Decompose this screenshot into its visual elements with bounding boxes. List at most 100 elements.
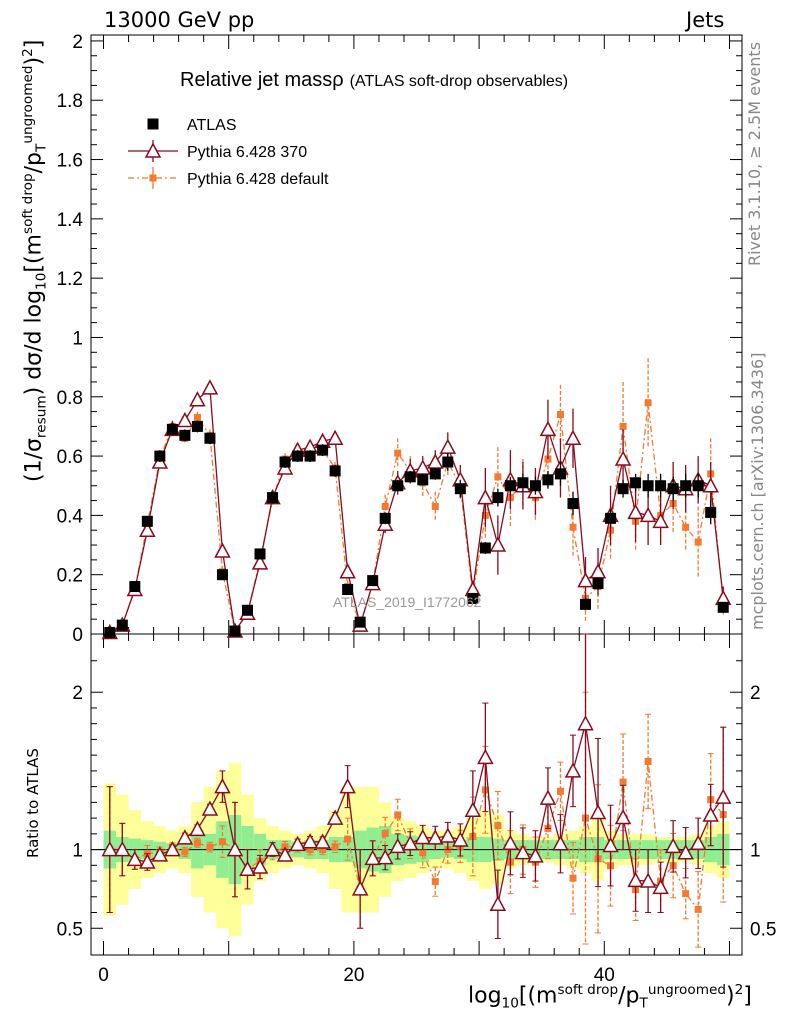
legend-marker xyxy=(147,118,159,130)
ratio-data-point xyxy=(619,778,627,786)
legend-label: Pythia 6.428 default xyxy=(187,171,329,188)
ratio-plot-frame: 0 20 40 0.5 0.5 1 1 2 2 xyxy=(57,633,776,986)
ratio-data-point xyxy=(714,788,732,804)
atlas-data-point xyxy=(154,450,166,462)
mc-data-point xyxy=(176,411,194,428)
atlas-data-point xyxy=(680,480,692,492)
mc-data-point xyxy=(189,391,206,407)
mc-data-point xyxy=(627,503,644,520)
rivet-label: Rivet 3.1.10, ≥ 2.5M events xyxy=(745,41,764,266)
atlas-data-point xyxy=(379,512,391,524)
ratio-data-point xyxy=(301,833,319,849)
y-tick-label: 1.6 xyxy=(57,151,83,172)
atlas-data-point xyxy=(292,450,304,462)
atlas-data-point xyxy=(580,598,592,610)
atlas-data-point xyxy=(667,483,679,495)
mc-data-point xyxy=(494,473,502,481)
atlas-data-point xyxy=(655,480,667,492)
atlas-data-point xyxy=(705,506,717,518)
atlas-data-point xyxy=(191,420,203,432)
ratio-data-point xyxy=(639,872,657,888)
ratio-data-point xyxy=(276,846,294,862)
legend: ATLAS Pythia 6.428 370 Pythia 6.428 defaul… xyxy=(128,117,329,189)
atlas-data-point xyxy=(241,604,253,616)
ratio-data-point xyxy=(552,835,569,851)
mc-data-point xyxy=(339,563,356,579)
ratio-data-point xyxy=(376,849,394,865)
energy-label: 13000 GeV pp xyxy=(104,8,255,32)
ratio-tick-label: 1 xyxy=(72,841,83,862)
ratio-data-point xyxy=(689,834,707,851)
mc-data-point xyxy=(556,411,564,419)
atlas-data-point xyxy=(204,432,216,444)
atlas-data-point xyxy=(354,616,366,628)
mc-data-point xyxy=(193,414,201,422)
atlas-data-point xyxy=(529,480,541,492)
series-line xyxy=(109,402,724,634)
ratio-data-point xyxy=(114,840,131,857)
atlas-data-point xyxy=(179,429,191,441)
mcplots-label: mcplots.cern.ch [arXiv:1306.3436] xyxy=(748,352,767,630)
ratio-data-point xyxy=(614,808,632,825)
atlas-data-point xyxy=(630,477,642,489)
y-tick-label: 0.2 xyxy=(57,566,83,587)
main-plot-frame: 0 0.2 0.4 0.6 0.8 1 1.2 1.4 1.6 1.8 2 xyxy=(57,32,743,646)
atlas-data-point xyxy=(254,548,266,560)
ratio-data-point xyxy=(602,836,619,853)
ratio-tick-label-right: 2 xyxy=(750,683,761,704)
y-tick-label: 2 xyxy=(72,32,83,53)
ratio-data-point xyxy=(101,840,119,857)
atlas-data-point xyxy=(104,627,116,639)
x-tick-label: 40 xyxy=(594,965,615,986)
atlas-data-point xyxy=(504,480,516,492)
y-tick-label: 1.4 xyxy=(57,210,84,231)
ratio-data-point xyxy=(627,871,644,888)
atlas-data-point xyxy=(116,619,128,631)
ratio-data-point xyxy=(514,844,532,860)
atlas-data-point xyxy=(279,456,291,468)
ratio-tick-label-right: 1 xyxy=(750,841,761,862)
atlas-data-point xyxy=(417,474,429,486)
ratio-data-point xyxy=(181,848,189,856)
y-tick-label: 1.2 xyxy=(57,269,83,290)
atlas-data-point xyxy=(229,625,241,637)
ratio-data-point xyxy=(389,837,406,854)
x-tick-label: 20 xyxy=(343,965,364,986)
watermark: ATLAS_2019_I1772062 xyxy=(333,594,482,610)
ratio-data-point xyxy=(702,806,719,822)
ratio-data-point xyxy=(214,778,231,794)
atlas-data-point xyxy=(267,492,279,504)
mc-data-point xyxy=(439,438,457,454)
ratio-data-point xyxy=(306,846,314,854)
y-tick-label: 0.4 xyxy=(57,506,84,527)
atlas-data-point xyxy=(129,581,141,593)
ratio-data-point xyxy=(189,820,206,837)
mc-data-point xyxy=(682,523,690,531)
atlas-data-point xyxy=(342,584,354,596)
ratio-frame-border xyxy=(90,633,743,956)
ratio-data-point xyxy=(176,829,194,845)
legend-marker xyxy=(144,142,162,158)
ratio-data-point xyxy=(564,762,582,778)
atlas-data-point xyxy=(467,592,479,604)
mc-data-point xyxy=(577,572,594,588)
mc-data-point xyxy=(251,554,269,570)
ratio-data-point xyxy=(414,828,432,845)
mc-data-point xyxy=(489,536,507,552)
atlas-data-point xyxy=(392,480,404,492)
ratio-data-point xyxy=(419,849,427,857)
ratio-data-point xyxy=(326,809,344,825)
mc-data-point xyxy=(694,538,702,546)
ratio-data-point xyxy=(682,890,690,898)
ratio-data-point xyxy=(556,787,564,795)
ratio-data-point xyxy=(226,840,244,857)
ratio-data-point xyxy=(664,837,682,854)
mc-data-point xyxy=(539,420,557,437)
ratio-data-point xyxy=(151,846,169,862)
mc-data-point xyxy=(326,429,344,446)
ratio-data-point xyxy=(539,789,557,805)
series-line xyxy=(109,386,724,634)
legend-label: ATLAS xyxy=(187,117,237,134)
ratio-tick-label-right: 0.5 xyxy=(750,919,776,940)
ratio-data-point xyxy=(289,835,306,852)
